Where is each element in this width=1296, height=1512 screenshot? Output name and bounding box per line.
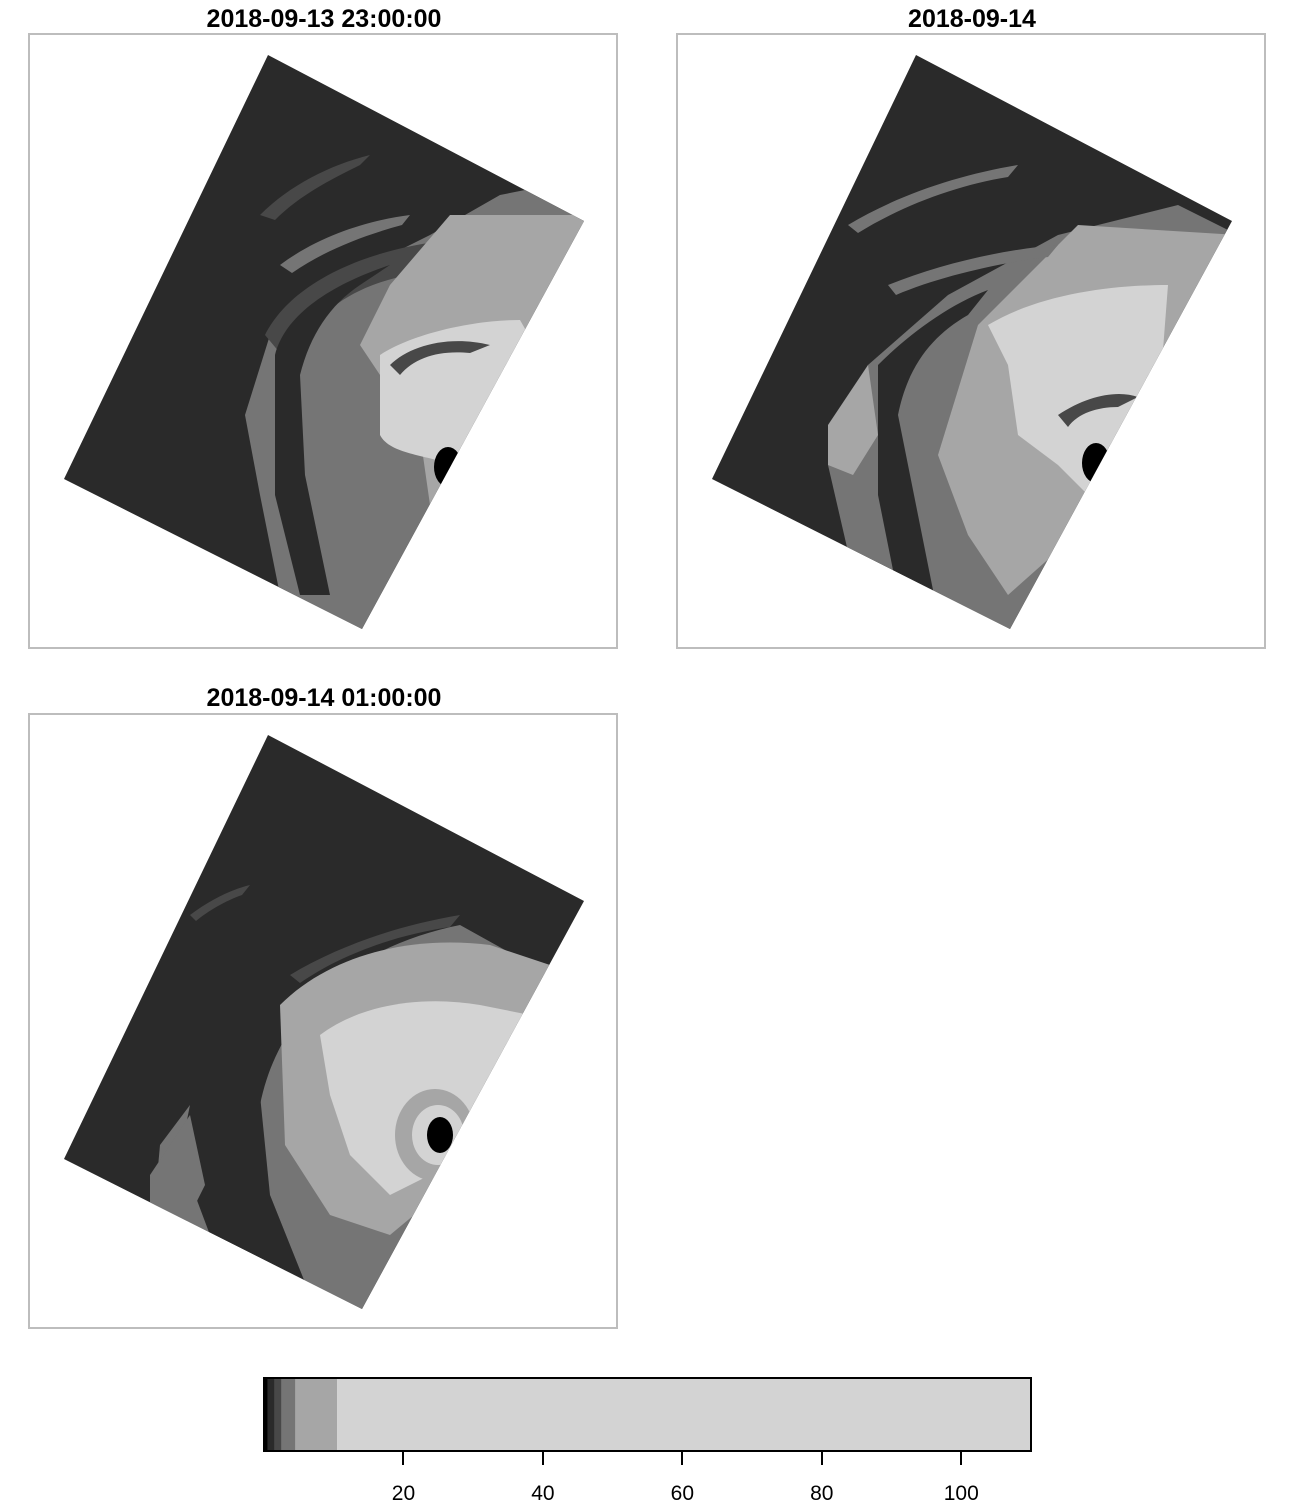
legend-tick-mark <box>960 1452 963 1465</box>
clear-gap <box>878 290 988 615</box>
map-panel-2 <box>676 33 1266 649</box>
legend-color-segment <box>281 1378 296 1451</box>
legend-border <box>263 1377 1032 1452</box>
outer-band-light <box>828 365 878 475</box>
raster-map-3 <box>64 735 584 1309</box>
raster-map-2 <box>712 55 1232 629</box>
legend-color-segment <box>337 1378 1031 1451</box>
storm-eye <box>1082 443 1110 483</box>
legend-color-segment <box>295 1378 338 1451</box>
legend-tick-label: 20 <box>391 1482 416 1505</box>
legend-color-segment <box>267 1378 275 1451</box>
panel-title-2: 2018-09-14 <box>908 5 1036 33</box>
storm-eye <box>427 1117 453 1153</box>
clear-gap <box>180 1095 310 1295</box>
legend-tick-mark <box>541 1452 544 1465</box>
outer-streak <box>848 165 1018 233</box>
inner-rainband <box>1058 394 1138 427</box>
legend-color-segment <box>274 1378 282 1451</box>
map-panel-3 <box>28 713 618 1329</box>
outer-streak-2 <box>280 215 410 273</box>
outer-streak <box>260 155 370 220</box>
legend-color-segment <box>264 1378 268 1451</box>
clear-gap <box>275 265 390 595</box>
legend-tick-mark <box>820 1452 823 1465</box>
outer-streak-2 <box>888 245 1058 295</box>
outer-streak <box>290 915 460 983</box>
map-panel-1 <box>28 33 618 649</box>
legend-tick-label: 40 <box>531 1482 555 1505</box>
inner-rainband <box>390 341 490 375</box>
legend-tick-label: 80 <box>810 1482 834 1505</box>
legend-tick-label: 60 <box>670 1482 695 1505</box>
legend-tick-label: 100 <box>943 1482 979 1505</box>
outer-band <box>150 1115 205 1235</box>
panel-title-3: 2018-09-14 01:00:00 <box>206 684 442 712</box>
storm-eye <box>434 447 462 487</box>
panel-title-1: 2018-09-13 23:00:00 <box>206 5 442 33</box>
raster-map-1 <box>64 55 584 629</box>
legend-tick-mark <box>681 1452 684 1465</box>
outer-streak-2 <box>190 885 250 921</box>
legend-colorbar <box>263 1377 1032 1452</box>
legend-tick-mark <box>402 1452 405 1465</box>
